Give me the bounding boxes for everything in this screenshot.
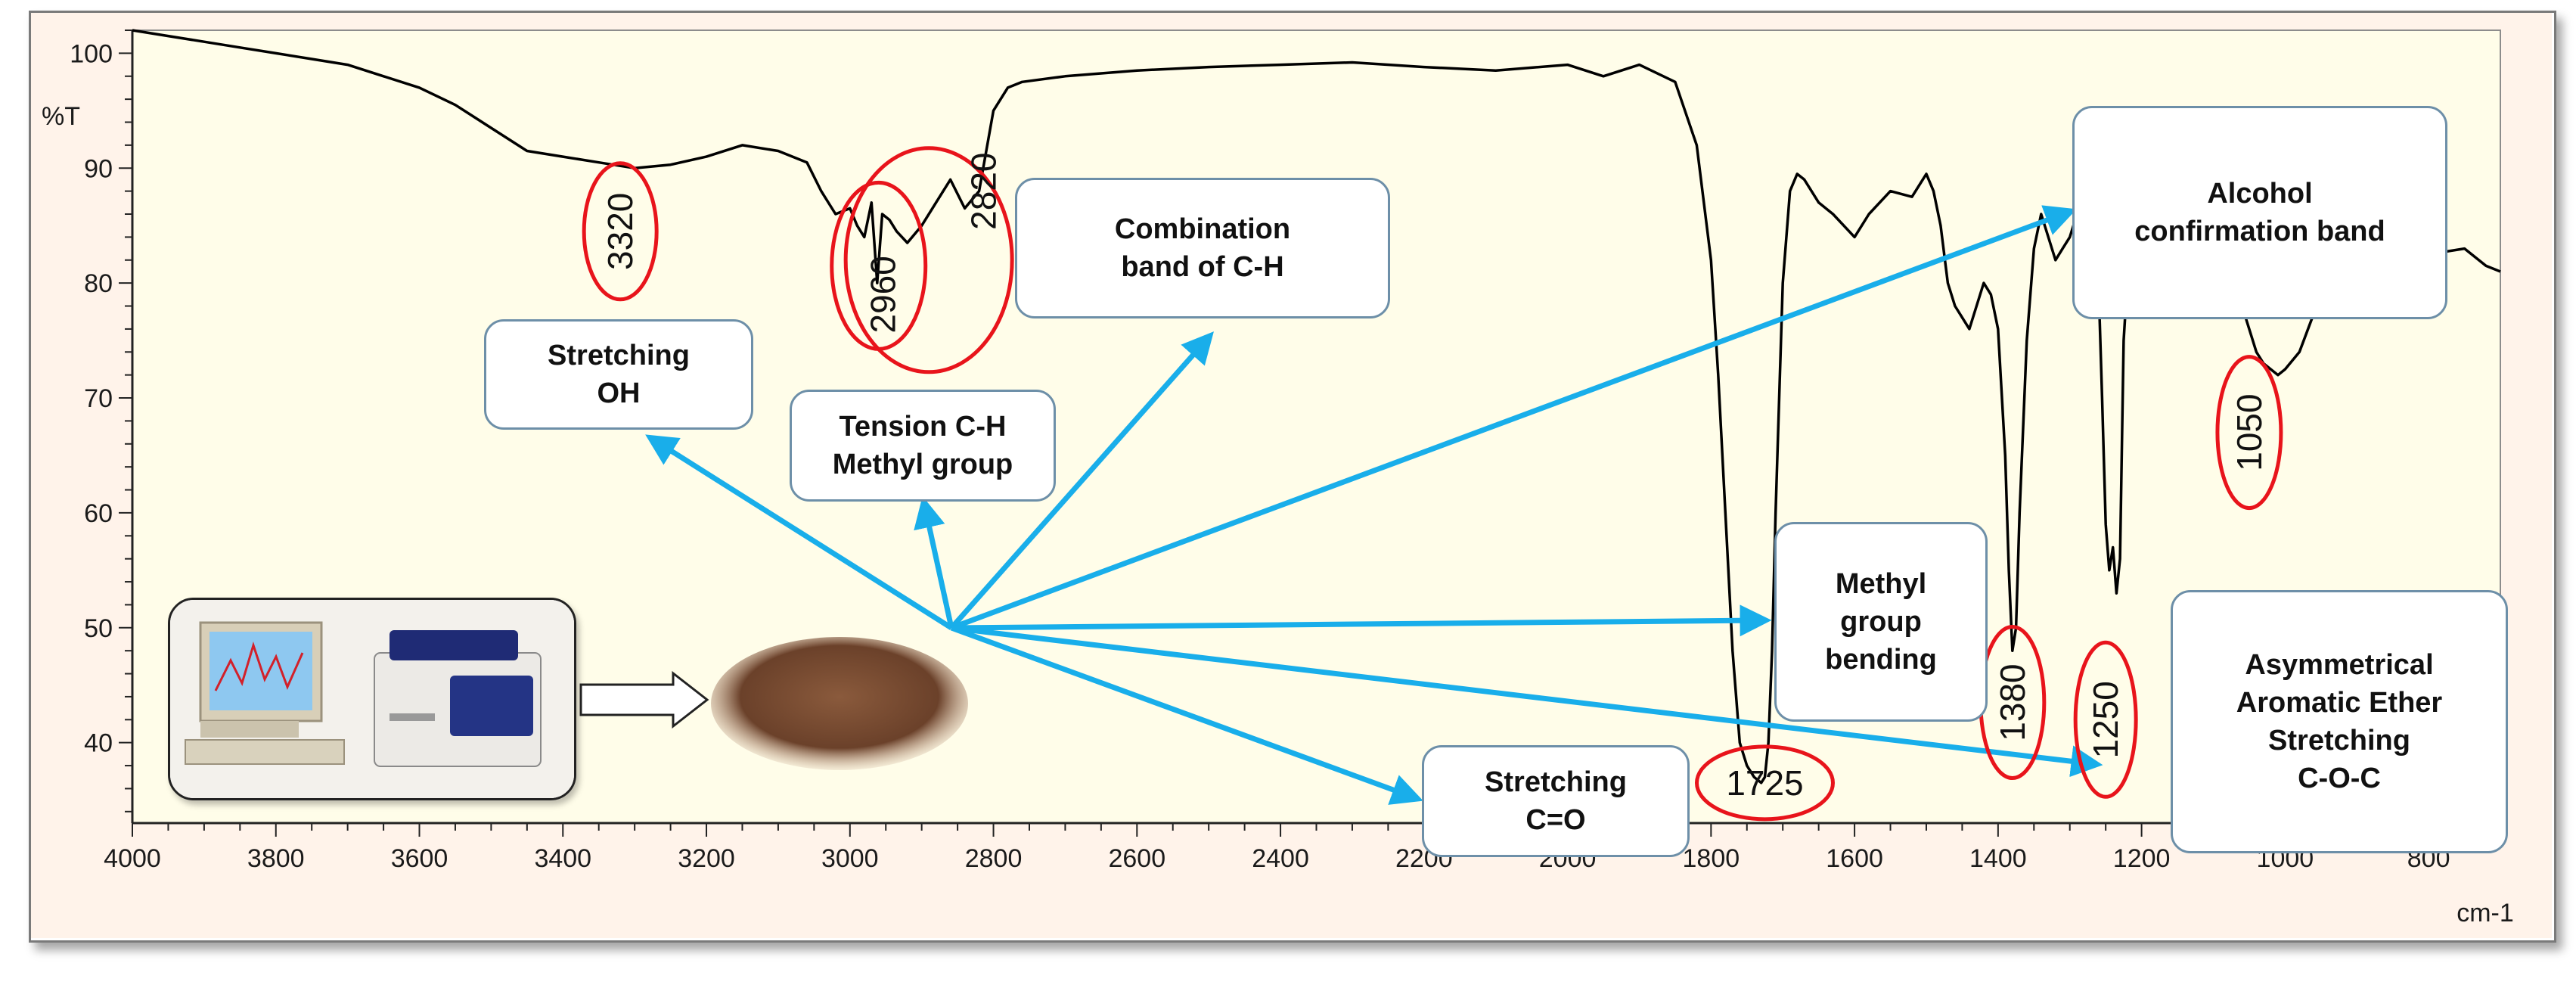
peak-circle-2960-2820 xyxy=(843,146,1014,374)
arrow-to-combination-ch xyxy=(949,331,1214,630)
arrow-to-stretching-oh xyxy=(645,434,953,630)
x-tick-label: 1800 xyxy=(1683,844,1740,873)
arrow-to-ether-stretching xyxy=(951,625,2103,778)
peak-label-1050: 1050 xyxy=(2230,393,2269,471)
peak-circle-1050 xyxy=(2215,355,2283,511)
peak-label-2820: 2820 xyxy=(964,152,1004,229)
x-axis-label: cm-1 xyxy=(2457,899,2514,927)
peak-circle-3320 xyxy=(582,161,659,302)
y-tick-label: 80 xyxy=(84,269,113,298)
x-tick-label: 3200 xyxy=(678,844,735,873)
sample-powder-image xyxy=(711,637,968,770)
x-tick-label: 3000 xyxy=(821,844,879,873)
y-tick-label: 40 xyxy=(84,729,113,758)
x-tick-label: 1600 xyxy=(1826,844,1883,873)
callout-alcohol-band: Alcohol confirmation band xyxy=(2072,106,2447,319)
ftir-instrument-image xyxy=(168,598,576,800)
callout-methyl-bending: Methyl group bending xyxy=(1774,522,1988,722)
peak-label-1725: 1725 xyxy=(1726,763,1803,803)
x-tick-label: 1200 xyxy=(2113,844,2171,873)
peak-label-1380: 1380 xyxy=(1993,663,2032,741)
peak-circle-2960 xyxy=(830,180,928,351)
peak-label-3320: 3320 xyxy=(601,193,640,270)
y-axis-label: %T xyxy=(42,102,80,131)
y-tick-label: 50 xyxy=(84,614,113,643)
callout-tension-ch: Tension C-H Methyl group xyxy=(790,390,1056,502)
x-tick-label: 4000 xyxy=(104,844,161,873)
callout-combination-ch: Combination band of C-H xyxy=(1015,178,1390,318)
arrow-to-stretching-co xyxy=(950,625,1423,805)
arrow-to-tension-ch xyxy=(914,496,954,629)
x-tick-label: 2800 xyxy=(965,844,1023,873)
x-tick-label: 3600 xyxy=(391,844,448,873)
x-tick-label: 2600 xyxy=(1108,844,1165,873)
peak-label-1250: 1250 xyxy=(2086,681,2125,758)
y-tick-label: 100 xyxy=(70,39,113,68)
axes: 4000 3800 3600 3400 3200 3000 2800 2600 2400 2200… xyxy=(70,30,2501,873)
callout-ether-stretching: Asymmetrical Aromatic Ether Stretching C… xyxy=(2171,590,2508,853)
callout-stretching-co: Stretching C=O xyxy=(1422,745,1690,857)
peak-label-2960: 2960 xyxy=(864,256,903,333)
callout-stretching-oh: Stretching OH xyxy=(484,319,753,430)
arrow-to-alcohol-band xyxy=(950,205,2077,631)
annotation-arrows xyxy=(645,205,2103,805)
x-tick-label: 2400 xyxy=(1252,844,1309,873)
peak-circle-1250 xyxy=(2073,640,2138,799)
x-tick-label: 3400 xyxy=(534,844,591,873)
arrow-to-methyl-bending xyxy=(951,604,1772,637)
x-tick-label: 3800 xyxy=(247,844,305,873)
x-tick-label: 1400 xyxy=(1969,844,2027,873)
y-tick-label: 60 xyxy=(84,499,113,528)
y-tick-label: 70 xyxy=(84,384,113,413)
y-tick-label: 90 xyxy=(84,154,113,183)
peak-circle-1725 xyxy=(1694,744,1835,822)
